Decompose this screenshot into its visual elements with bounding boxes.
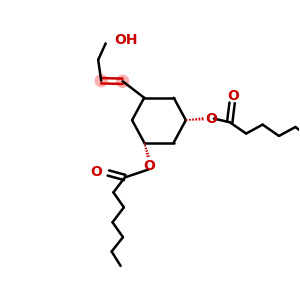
Text: O: O	[91, 164, 102, 178]
Text: O: O	[143, 159, 155, 173]
Circle shape	[95, 75, 107, 87]
Text: OH: OH	[114, 33, 137, 47]
Circle shape	[117, 75, 129, 87]
Text: O: O	[205, 112, 217, 126]
Text: O: O	[227, 89, 239, 103]
